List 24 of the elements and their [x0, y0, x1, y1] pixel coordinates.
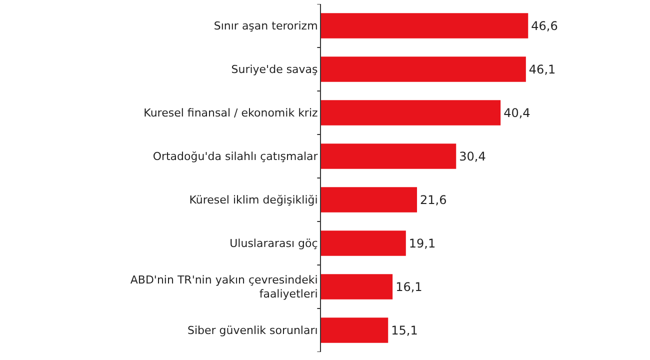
y-tick-label: Küresel iklim değişikliği: [189, 194, 318, 207]
y-tick-label: Sınır aşan terorizm: [214, 20, 318, 33]
y-tick-label: Ortadoğu'da silahlı çatışmalar: [152, 150, 318, 164]
bar: [321, 56, 526, 82]
bar: [321, 187, 418, 212]
bar: [321, 318, 388, 343]
y-tick-label: Siber güvenlik sorunları: [188, 324, 318, 338]
data-label: 16,1: [396, 280, 422, 294]
data-label: 30,4: [459, 149, 486, 164]
bar: [321, 144, 456, 169]
bar: [321, 13, 528, 38]
y-tick-label: Suriye'de savaş: [231, 63, 318, 76]
data-label: 19,1: [408, 236, 436, 250]
data-label: 15,1: [391, 323, 418, 338]
y-tick-label: ABD'nin TR'nin yakın çevresindeki faaliyetleri: [130, 273, 318, 301]
y-tick-label: Kuresel finansal / ekonomik kriz: [144, 106, 318, 120]
bar: [321, 274, 393, 300]
bar: [321, 230, 406, 256]
bar: [321, 100, 501, 126]
data-label: 21,6: [420, 192, 447, 207]
data-label: 46,6: [531, 18, 558, 33]
data-label: 46,1: [528, 62, 556, 76]
data-label: 40,4: [504, 106, 530, 120]
y-tick-label: Uluslararası göç: [230, 237, 318, 250]
